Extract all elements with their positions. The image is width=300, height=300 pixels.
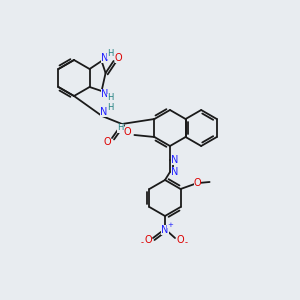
Text: O: O <box>115 53 122 63</box>
Text: -: - <box>140 238 143 247</box>
Text: -: - <box>184 238 188 247</box>
Text: H: H <box>107 103 113 112</box>
Text: O: O <box>103 137 111 147</box>
Text: O: O <box>194 178 201 188</box>
Text: N: N <box>101 89 108 99</box>
Text: N: N <box>100 107 108 117</box>
Text: O: O <box>144 235 152 245</box>
Text: N: N <box>171 155 179 165</box>
Text: H: H <box>117 124 124 133</box>
Text: N: N <box>101 53 108 63</box>
Text: H: H <box>107 94 114 103</box>
Text: O: O <box>176 235 184 245</box>
Text: N: N <box>171 167 179 177</box>
Text: H: H <box>107 50 114 58</box>
Text: N: N <box>161 225 169 235</box>
Text: +: + <box>167 222 173 228</box>
Text: O: O <box>124 127 131 137</box>
